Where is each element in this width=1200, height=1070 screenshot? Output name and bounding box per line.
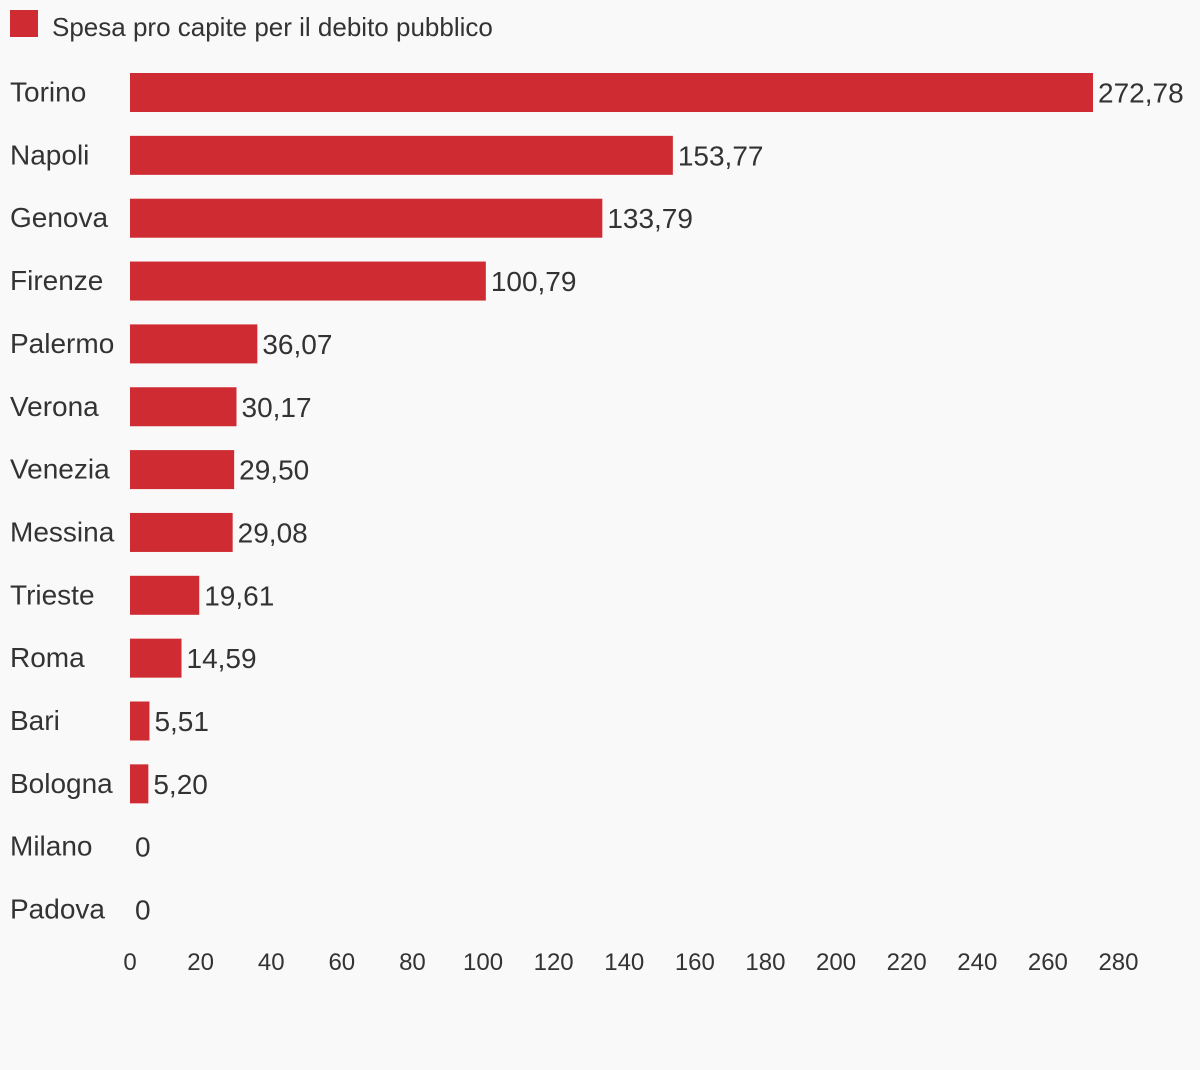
value-label: 0 [135,895,151,926]
bar [130,512,233,552]
value-label: 153,77 [678,140,764,171]
bar [130,198,603,238]
plot-area: Torino 272,78 Napoli 153,77 Genova 133,79 Fire… [10,73,1184,926]
category-label: Firenze [10,265,103,296]
bar [130,73,1093,112]
x-tick-label: 140 [604,949,644,976]
category-label: Palermo [10,328,114,359]
bar [130,638,182,678]
category-label: Padova [10,894,105,925]
x-tick-label: 100 [463,949,503,976]
legend: Spesa pro capite per il debito pubblico [10,10,493,42]
value-label: 0 [135,832,151,863]
x-tick-label: 240 [957,949,997,976]
x-tick-label: 0 [123,949,136,976]
x-tick-label: 120 [534,949,574,976]
category-label: Roma [10,642,85,673]
x-tick-label: 260 [1028,949,1068,976]
bar [130,324,258,364]
x-tick-label: 40 [258,949,285,976]
x-tick-label: 200 [816,949,856,976]
value-label: 272,78 [1098,78,1184,109]
value-label: 14,59 [187,643,257,674]
category-label: Napoli [10,139,89,170]
x-axis: 0 20 40 60 80 100 120 140 160 180 200 220 240 260 280 [123,949,1138,976]
bar [130,387,237,427]
x-tick-label: 220 [887,949,927,976]
value-label: 29,50 [239,455,309,486]
value-label: 133,79 [607,203,693,234]
bar [130,701,150,741]
value-label: 29,08 [238,517,308,548]
x-tick-label: 80 [399,949,426,976]
value-label: 36,07 [262,329,332,360]
bar [130,764,149,804]
category-label: Bologna [10,768,113,799]
category-label: Messina [10,516,115,547]
x-tick-label: 60 [328,949,355,976]
legend-swatch [10,10,38,37]
bar [130,261,486,301]
value-label: 5,20 [153,769,208,800]
bar [130,575,200,615]
value-label: 5,51 [154,706,209,737]
value-label: 30,17 [242,392,312,423]
category-label: Trieste [10,579,95,610]
category-label: Genova [10,202,108,233]
category-label: Bari [10,705,60,736]
x-tick-label: 20 [187,949,214,976]
category-label: Milano [10,831,92,862]
value-label: 19,61 [204,580,274,611]
bar [130,135,673,175]
x-tick-label: 280 [1098,949,1138,976]
category-label: Venezia [10,454,110,485]
value-label: 100,79 [491,266,577,297]
x-tick-label: 180 [745,949,785,976]
category-label: Torino [10,77,86,108]
legend-label: Spesa pro capite per il debito pubblico [52,12,493,42]
x-tick-label: 160 [675,949,715,976]
category-label: Verona [10,391,99,422]
bar [130,450,235,490]
